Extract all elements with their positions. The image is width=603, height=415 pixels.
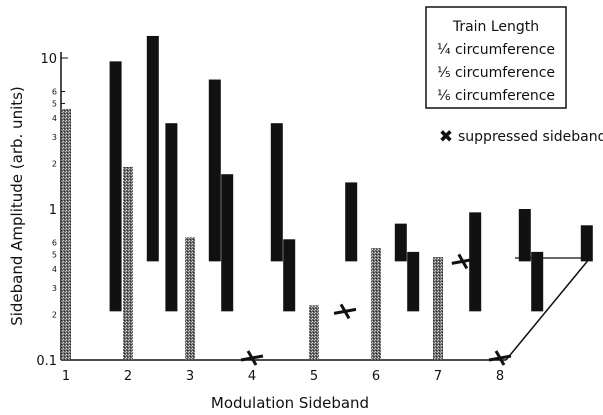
y-tick-label: 2 bbox=[52, 160, 57, 169]
y-tick-label: 1 bbox=[49, 203, 57, 218]
floor-diagonal-line bbox=[505, 257, 591, 361]
bar-series1 bbox=[185, 237, 195, 360]
x-tick-label: 5 bbox=[310, 369, 318, 384]
legend-box bbox=[425, 6, 567, 109]
suppressed-legend: ✖ suppressed sidebands bbox=[439, 127, 603, 147]
y-tick-label: 6 bbox=[52, 238, 57, 247]
bars-group bbox=[61, 35, 593, 360]
legend-entry-quarter: ¼ circumference bbox=[437, 42, 555, 58]
y-tick-label: 4 bbox=[52, 114, 57, 123]
suppressed-marker bbox=[494, 350, 506, 366]
suppressed-legend-label: suppressed sidebands bbox=[458, 129, 603, 145]
x-axis-label: Modulation Sideband bbox=[211, 394, 369, 412]
y-tick-label: 5 bbox=[52, 99, 57, 108]
x-tick-label: 4 bbox=[248, 369, 256, 384]
suppressed-marker bbox=[339, 303, 351, 320]
bar-series3 bbox=[394, 223, 407, 262]
bar-series2 bbox=[109, 61, 122, 312]
y-tick-label: 10 bbox=[40, 52, 57, 67]
suppressed-markers-group bbox=[240, 253, 512, 366]
x-tick-label: 6 bbox=[372, 369, 380, 384]
bar-series3 bbox=[270, 123, 283, 262]
suppressed-marker bbox=[457, 253, 469, 270]
bar-series1 bbox=[433, 257, 443, 360]
bar-series2 bbox=[283, 239, 296, 312]
legend-title: Train Length bbox=[452, 19, 539, 35]
y-tick-label: 0.1 bbox=[36, 354, 57, 369]
bar-series2 bbox=[469, 212, 482, 312]
bar-series2 bbox=[165, 123, 178, 312]
y-tick-label: 2 bbox=[52, 311, 57, 320]
legend-entry-fifth: ⅕ circumference bbox=[437, 65, 555, 81]
y-axis-label: Sideband Amplitude (arb. units) bbox=[8, 86, 26, 326]
x-tick-label: 3 bbox=[186, 369, 194, 384]
bar-series2 bbox=[345, 182, 358, 262]
y-tick-label: 3 bbox=[52, 133, 57, 142]
suppressed-legend-icon: ✖ bbox=[439, 127, 453, 147]
y-tick-label: 3 bbox=[52, 284, 57, 293]
bar-series1 bbox=[371, 248, 381, 360]
bar-series1 bbox=[61, 108, 71, 360]
y-tick-label: 4 bbox=[52, 265, 57, 274]
axes-group: 0.1 2 3 4 5 6 1 2 3 4 5 6 10 1 2 3 4 5 6 7 8 bbox=[36, 52, 591, 384]
bar-series2 bbox=[531, 251, 544, 312]
bar-series3 bbox=[518, 209, 531, 262]
bar-series2 bbox=[407, 251, 420, 312]
bar-series3 bbox=[580, 225, 593, 262]
bar-series3 bbox=[208, 79, 221, 262]
suppressed-marker bbox=[246, 350, 258, 366]
legend: Train Length ¼ circumference ⅕ circumfer… bbox=[425, 6, 567, 109]
y-tick-label: 5 bbox=[52, 250, 57, 259]
legend-entry-sixth: ⅙ circumference bbox=[437, 88, 555, 104]
x-tick-label: 7 bbox=[434, 369, 442, 384]
bar-series3 bbox=[146, 35, 159, 262]
x-tick-label: 2 bbox=[124, 369, 132, 384]
x-tick-label: 8 bbox=[496, 369, 504, 384]
bar-series2 bbox=[221, 174, 234, 312]
bar-series1 bbox=[309, 305, 319, 360]
x-tick-label: 1 bbox=[62, 369, 70, 384]
y-tick-label: 6 bbox=[52, 87, 57, 96]
bar-series1 bbox=[123, 166, 133, 360]
